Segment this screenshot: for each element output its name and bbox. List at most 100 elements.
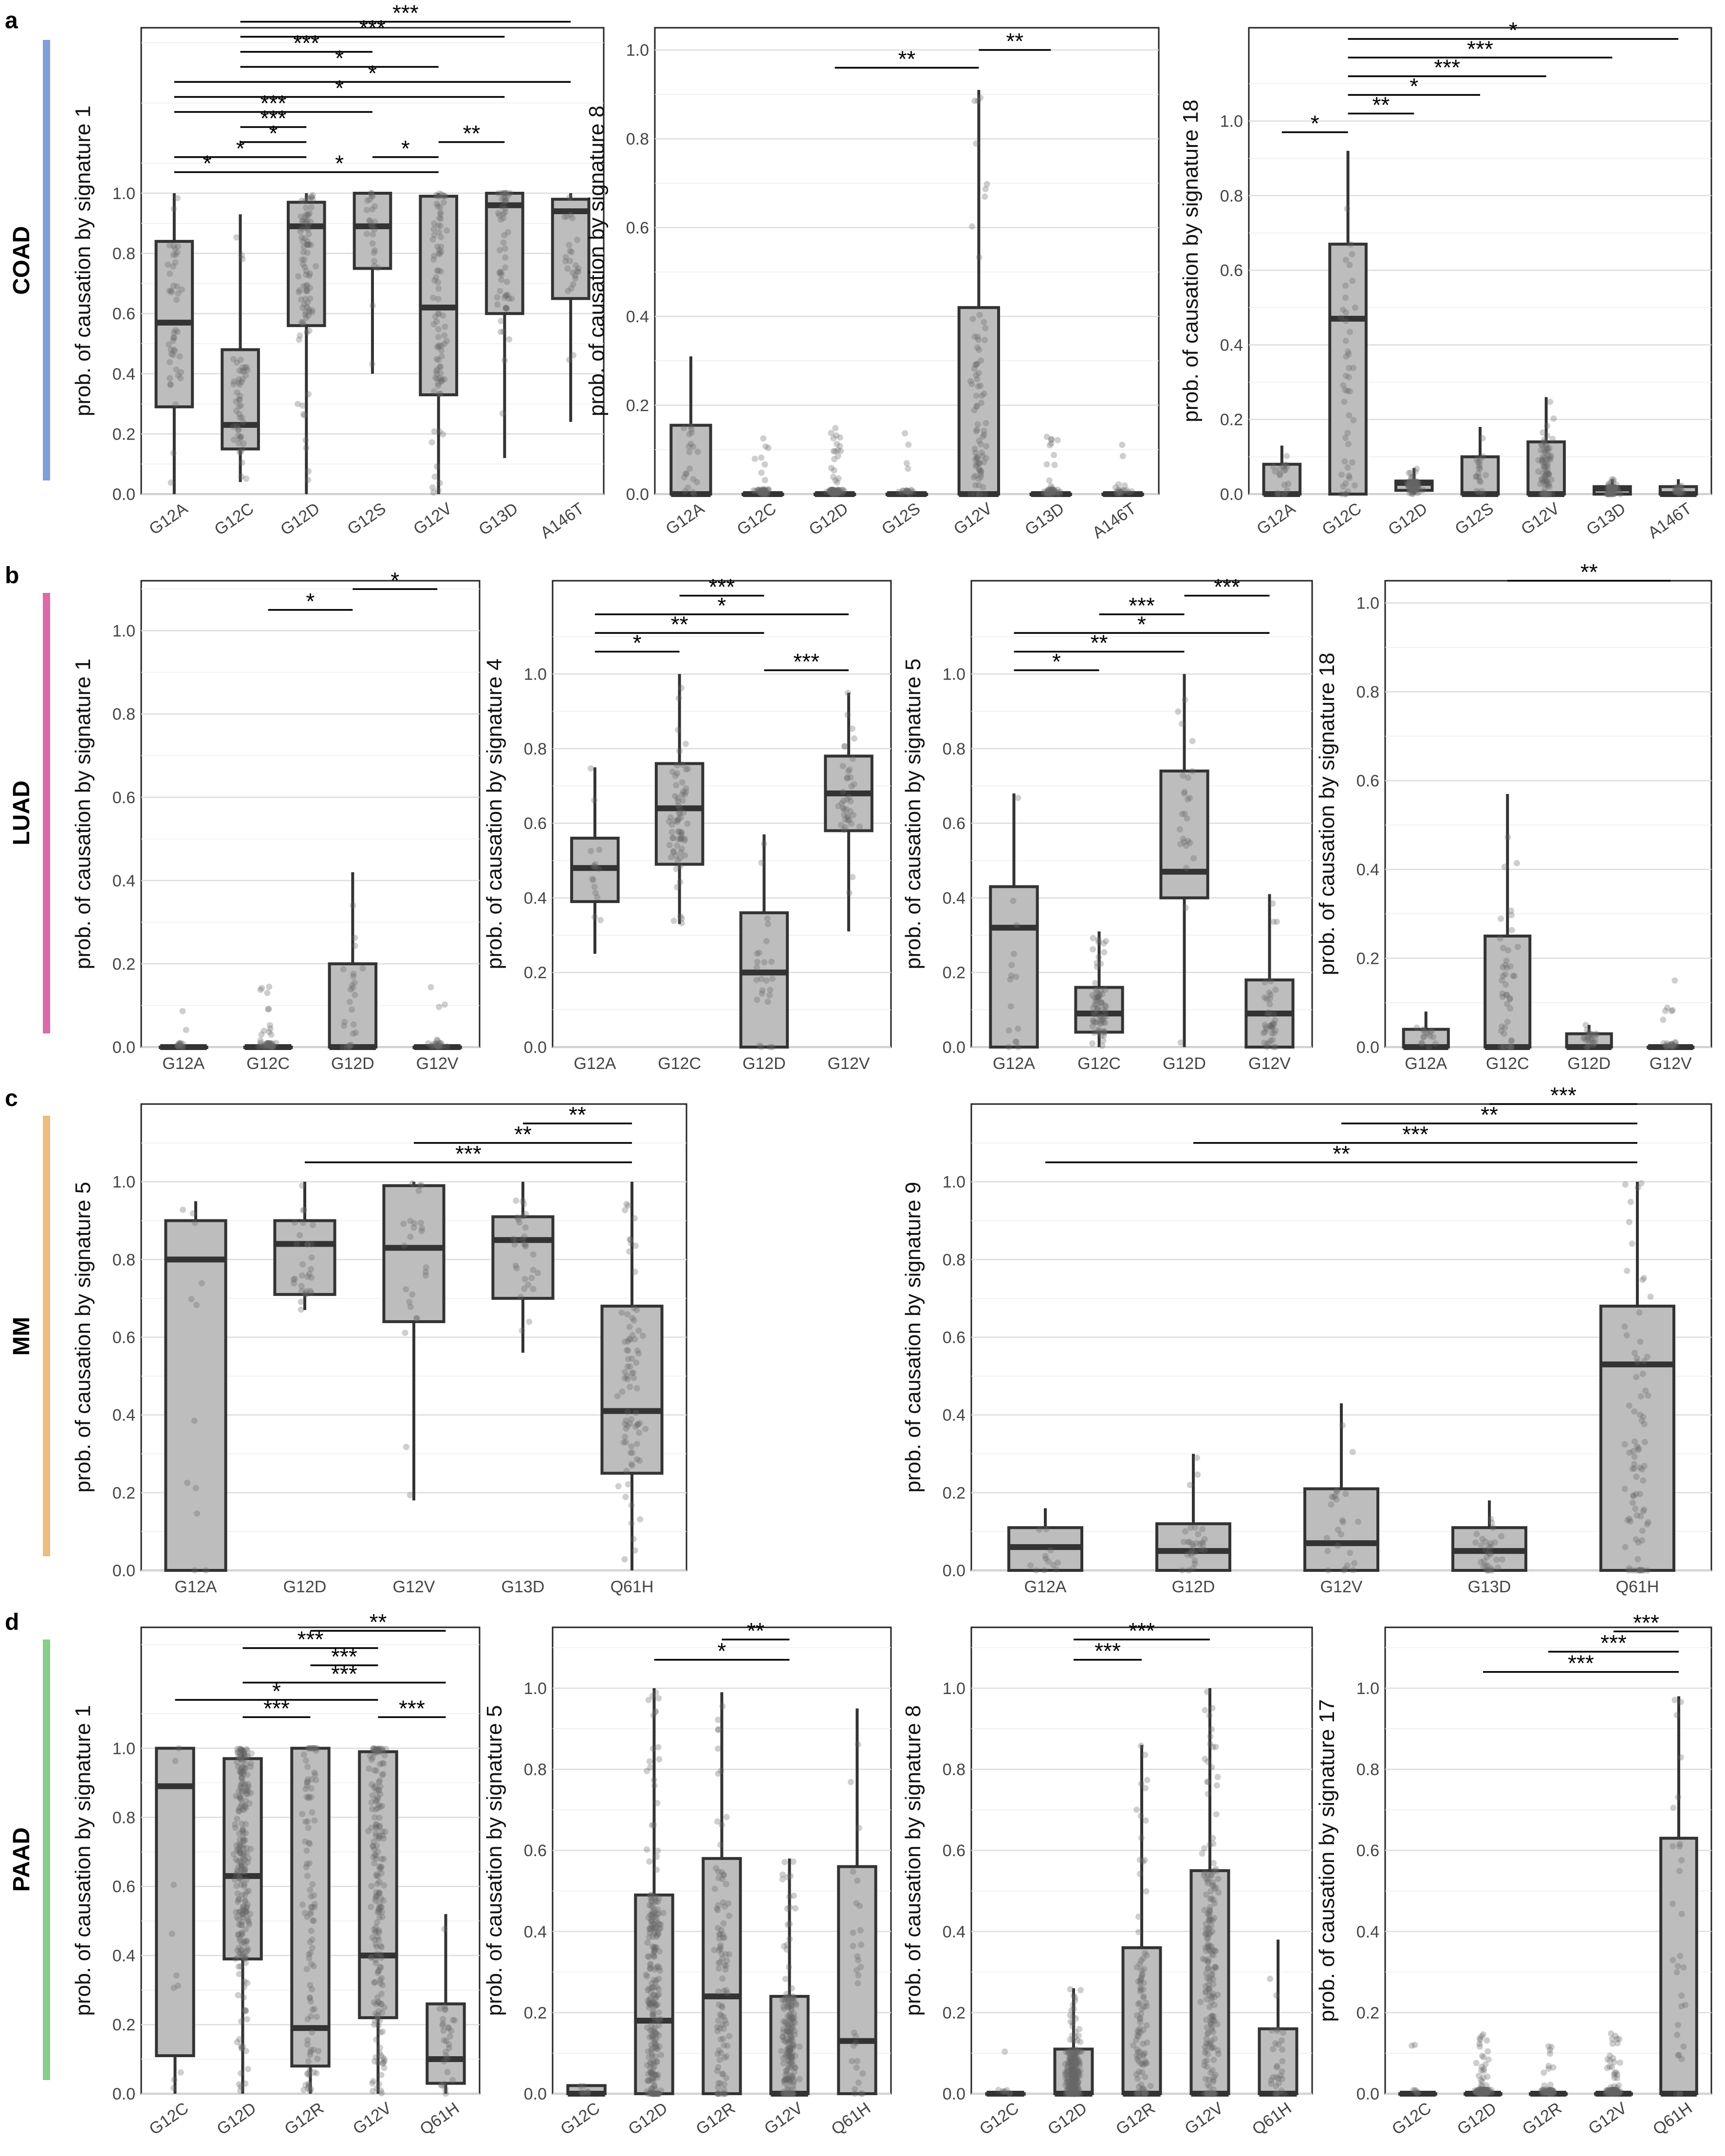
- data-point: [669, 835, 676, 842]
- data-point: [433, 368, 440, 375]
- data-point: [530, 1286, 537, 1292]
- y-tick-label: 0.8: [943, 1761, 965, 1779]
- data-point: [767, 987, 774, 994]
- data-point: [501, 196, 507, 203]
- data-point: [300, 283, 307, 290]
- data-point: [1070, 2084, 1076, 2091]
- data-point: [422, 1269, 429, 1275]
- data-point: [629, 1332, 636, 1339]
- points-G12C: [230, 234, 251, 482]
- data-point: [1094, 960, 1100, 967]
- data-point: [1048, 436, 1055, 443]
- data-point: [1342, 257, 1349, 263]
- data-point: [649, 2012, 656, 2019]
- data-point: [844, 689, 851, 696]
- data-point: [1142, 1751, 1149, 1758]
- y-tick-label: 0.8: [112, 245, 135, 263]
- y-axis-label: prob. of causation by signature 5: [482, 1705, 506, 2016]
- data-point: [300, 321, 307, 328]
- data-point: [238, 1764, 244, 1771]
- data-point: [1051, 487, 1057, 494]
- data-point: [167, 479, 174, 486]
- data-point: [304, 1241, 311, 1248]
- data-point: [1663, 1044, 1670, 1050]
- data-point: [305, 2069, 312, 2076]
- data-point: [826, 489, 833, 496]
- data-point: [1539, 442, 1545, 448]
- data-point: [1140, 1994, 1147, 2001]
- data-point: [1270, 463, 1277, 470]
- data-point: [1043, 490, 1050, 497]
- data-point: [257, 1040, 264, 1047]
- data-point: [715, 1770, 722, 1777]
- data-point: [568, 285, 575, 292]
- data-point: [831, 487, 838, 494]
- data-point: [834, 488, 841, 495]
- box-G13D: [485, 191, 524, 315]
- data-point: [769, 976, 776, 982]
- y-tick-label: 0.0: [112, 1562, 135, 1580]
- data-point: [654, 2071, 661, 2078]
- data-point: [502, 197, 509, 204]
- data-point: [369, 193, 376, 200]
- data-point: [374, 1908, 381, 1915]
- data-point: [1544, 466, 1551, 473]
- data-point: [830, 448, 837, 455]
- data-point: [982, 193, 988, 200]
- data-point: [378, 2090, 385, 2097]
- data-point: [1054, 486, 1061, 493]
- x-tick-label: G12A: [1405, 1054, 1447, 1073]
- x-tick-label: G12C: [146, 2099, 192, 2138]
- significance-label: **: [1091, 630, 1108, 656]
- data-point: [1406, 479, 1413, 485]
- row-a-letter: a: [5, 8, 18, 34]
- x-tick-label: G12V: [393, 1578, 435, 1596]
- data-point: [1614, 2089, 1620, 2096]
- data-point: [1136, 1856, 1143, 1863]
- data-point: [567, 248, 574, 255]
- data-point: [1209, 2090, 1216, 2097]
- data-point: [434, 463, 441, 470]
- data-point: [630, 1369, 637, 1376]
- data-point: [500, 240, 507, 246]
- data-point: [629, 1315, 636, 1322]
- data-point: [370, 231, 376, 238]
- data-point: [974, 455, 981, 461]
- data-point: [561, 214, 568, 221]
- data-point: [1608, 2030, 1614, 2037]
- data-point: [1539, 476, 1546, 483]
- data-point: [234, 1749, 241, 1756]
- data-point: [300, 1219, 307, 1226]
- y-tick-label: 0.8: [943, 740, 965, 758]
- data-point: [828, 489, 835, 496]
- x-tick-label: A146T: [1089, 499, 1140, 542]
- data-point: [637, 1516, 644, 1523]
- data-point: [1334, 1488, 1340, 1494]
- data-point: [977, 460, 983, 466]
- data-point: [1183, 865, 1190, 871]
- data-point: [836, 488, 843, 495]
- data-point: [1472, 1539, 1479, 1546]
- data-point: [502, 305, 509, 312]
- data-point: [438, 248, 445, 255]
- y-tick-label: 0.6: [112, 1328, 135, 1347]
- data-point: [1349, 251, 1355, 258]
- data-point: [834, 489, 840, 496]
- x-tick-label: G12D: [331, 1054, 374, 1073]
- data-point: [674, 762, 681, 769]
- data-point: [975, 369, 982, 376]
- data-point: [380, 1835, 387, 1842]
- x-tick-label: G12A: [1253, 499, 1298, 538]
- x-tick-label: G12D: [1385, 499, 1431, 539]
- data-point: [304, 194, 311, 201]
- y-tick-label: 0.6: [943, 1842, 965, 1860]
- data-point: [694, 448, 701, 455]
- data-point: [179, 1008, 186, 1014]
- data-point: [407, 1234, 414, 1240]
- box-G12C: [155, 1747, 195, 2057]
- data-point: [304, 241, 311, 248]
- data-point: [1407, 478, 1413, 485]
- data-point: [762, 490, 769, 497]
- data-point: [1015, 794, 1021, 801]
- y-tick-label: 1.0: [1356, 594, 1379, 613]
